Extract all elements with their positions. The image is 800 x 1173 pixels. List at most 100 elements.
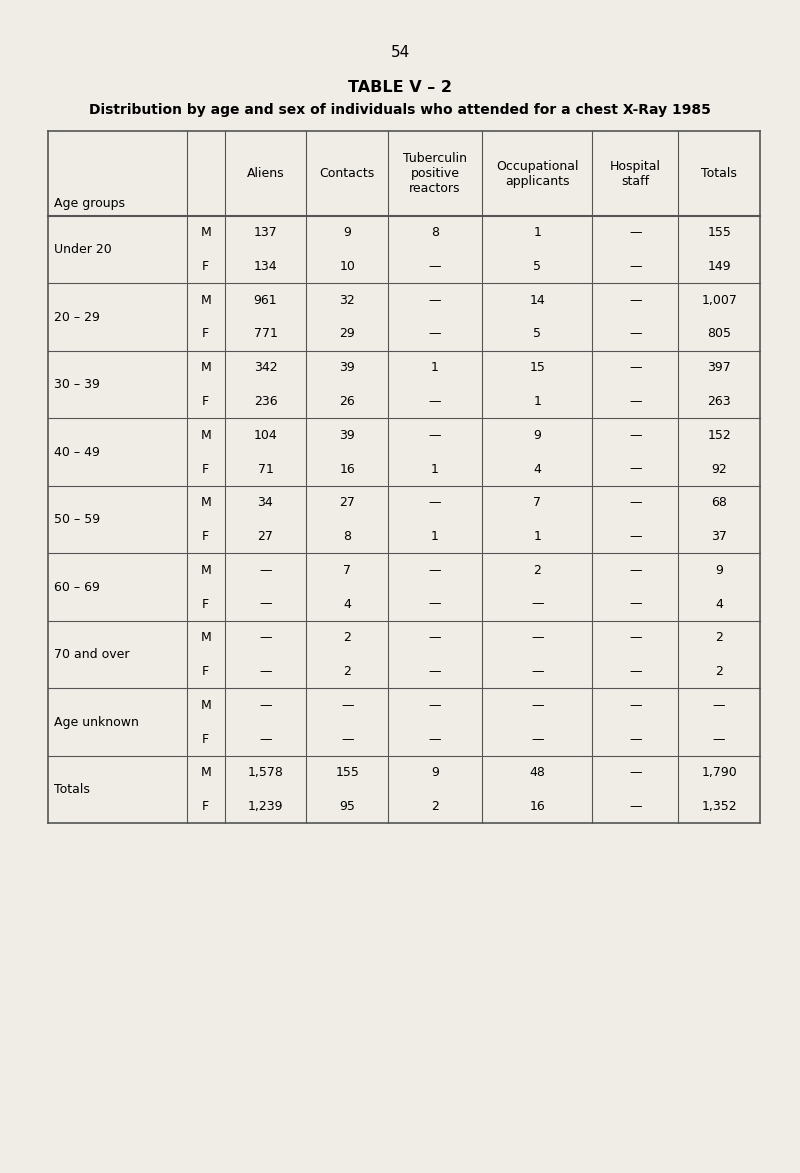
Text: —: — bbox=[259, 733, 272, 746]
Text: —: — bbox=[429, 429, 442, 442]
Text: —: — bbox=[531, 699, 543, 712]
Text: —: — bbox=[429, 564, 442, 577]
Text: 2: 2 bbox=[431, 800, 439, 813]
Text: —: — bbox=[629, 766, 642, 779]
Text: —: — bbox=[259, 665, 272, 678]
Text: 236: 236 bbox=[254, 395, 278, 408]
Text: 5: 5 bbox=[534, 327, 542, 340]
Text: Hospital
staff: Hospital staff bbox=[610, 160, 661, 188]
Text: 16: 16 bbox=[339, 462, 355, 475]
Text: Occupational
applicants: Occupational applicants bbox=[496, 160, 578, 188]
Text: —: — bbox=[531, 597, 543, 610]
Text: 50 – 59: 50 – 59 bbox=[54, 513, 100, 527]
Text: —: — bbox=[629, 293, 642, 306]
Text: —: — bbox=[259, 597, 272, 610]
Text: 40 – 49: 40 – 49 bbox=[54, 446, 99, 459]
Text: M: M bbox=[200, 293, 211, 306]
Text: F: F bbox=[202, 800, 210, 813]
Text: —: — bbox=[531, 733, 543, 746]
Text: 397: 397 bbox=[707, 361, 731, 374]
Text: F: F bbox=[202, 327, 210, 340]
Text: 27: 27 bbox=[339, 496, 355, 509]
Text: TABLE V – 2: TABLE V – 2 bbox=[348, 80, 452, 95]
Text: F: F bbox=[202, 395, 210, 408]
Text: M: M bbox=[200, 564, 211, 577]
Text: —: — bbox=[429, 665, 442, 678]
Text: M: M bbox=[200, 361, 211, 374]
Text: M: M bbox=[200, 496, 211, 509]
Text: —: — bbox=[629, 395, 642, 408]
Text: 152: 152 bbox=[707, 429, 731, 442]
Text: —: — bbox=[629, 530, 642, 543]
Text: —: — bbox=[629, 733, 642, 746]
Text: —: — bbox=[629, 800, 642, 813]
Text: 68: 68 bbox=[711, 496, 727, 509]
Text: 7: 7 bbox=[343, 564, 351, 577]
Text: 137: 137 bbox=[254, 226, 278, 239]
Text: —: — bbox=[429, 699, 442, 712]
Text: —: — bbox=[629, 699, 642, 712]
Text: —: — bbox=[429, 260, 442, 273]
Text: —: — bbox=[429, 597, 442, 610]
Text: 2: 2 bbox=[534, 564, 541, 577]
Text: 771: 771 bbox=[254, 327, 278, 340]
Text: 2: 2 bbox=[343, 631, 351, 644]
Text: —: — bbox=[259, 631, 272, 644]
Text: —: — bbox=[429, 631, 442, 644]
Text: 92: 92 bbox=[711, 462, 727, 475]
Text: Under 20: Under 20 bbox=[54, 243, 111, 256]
Text: 29: 29 bbox=[339, 327, 355, 340]
Text: 9: 9 bbox=[343, 226, 351, 239]
Text: 26: 26 bbox=[339, 395, 355, 408]
Text: Contacts: Contacts bbox=[319, 167, 375, 181]
Text: —: — bbox=[629, 631, 642, 644]
Text: —: — bbox=[429, 733, 442, 746]
Text: —: — bbox=[713, 699, 726, 712]
Text: 27: 27 bbox=[258, 530, 274, 543]
Text: 2: 2 bbox=[715, 665, 723, 678]
Text: —: — bbox=[429, 395, 442, 408]
Text: 8: 8 bbox=[431, 226, 439, 239]
Text: 134: 134 bbox=[254, 260, 278, 273]
Text: 34: 34 bbox=[258, 496, 274, 509]
Text: 1,007: 1,007 bbox=[701, 293, 737, 306]
Text: 9: 9 bbox=[534, 429, 541, 442]
Text: —: — bbox=[629, 361, 642, 374]
Text: 805: 805 bbox=[707, 327, 731, 340]
Text: F: F bbox=[202, 530, 210, 543]
Text: M: M bbox=[200, 226, 211, 239]
Text: 1: 1 bbox=[431, 530, 439, 543]
Text: 48: 48 bbox=[530, 766, 545, 779]
Text: 1,352: 1,352 bbox=[702, 800, 737, 813]
Text: 54: 54 bbox=[390, 45, 410, 60]
Text: —: — bbox=[629, 327, 642, 340]
Text: 10: 10 bbox=[339, 260, 355, 273]
Text: Aliens: Aliens bbox=[246, 167, 284, 181]
Text: 95: 95 bbox=[339, 800, 355, 813]
Text: —: — bbox=[629, 260, 642, 273]
Text: F: F bbox=[202, 260, 210, 273]
Text: F: F bbox=[202, 665, 210, 678]
Text: —: — bbox=[629, 462, 642, 475]
Text: 70 and over: 70 and over bbox=[54, 649, 129, 662]
Text: 39: 39 bbox=[339, 361, 355, 374]
Text: 2: 2 bbox=[715, 631, 723, 644]
Text: 961: 961 bbox=[254, 293, 278, 306]
Text: Age groups: Age groups bbox=[54, 197, 125, 210]
Text: 60 – 69: 60 – 69 bbox=[54, 581, 99, 594]
Text: F: F bbox=[202, 462, 210, 475]
Text: 104: 104 bbox=[254, 429, 278, 442]
Text: 1: 1 bbox=[431, 361, 439, 374]
Text: 2: 2 bbox=[343, 665, 351, 678]
Text: 155: 155 bbox=[335, 766, 359, 779]
Text: —: — bbox=[429, 496, 442, 509]
Text: 37: 37 bbox=[711, 530, 727, 543]
Text: 8: 8 bbox=[343, 530, 351, 543]
Text: —: — bbox=[629, 665, 642, 678]
Text: F: F bbox=[202, 597, 210, 610]
Text: M: M bbox=[200, 429, 211, 442]
Text: —: — bbox=[429, 293, 442, 306]
Text: Distribution by age and sex of individuals who attended for a chest X-Ray 1985: Distribution by age and sex of individua… bbox=[89, 103, 711, 117]
Text: 342: 342 bbox=[254, 361, 278, 374]
Text: 9: 9 bbox=[431, 766, 439, 779]
